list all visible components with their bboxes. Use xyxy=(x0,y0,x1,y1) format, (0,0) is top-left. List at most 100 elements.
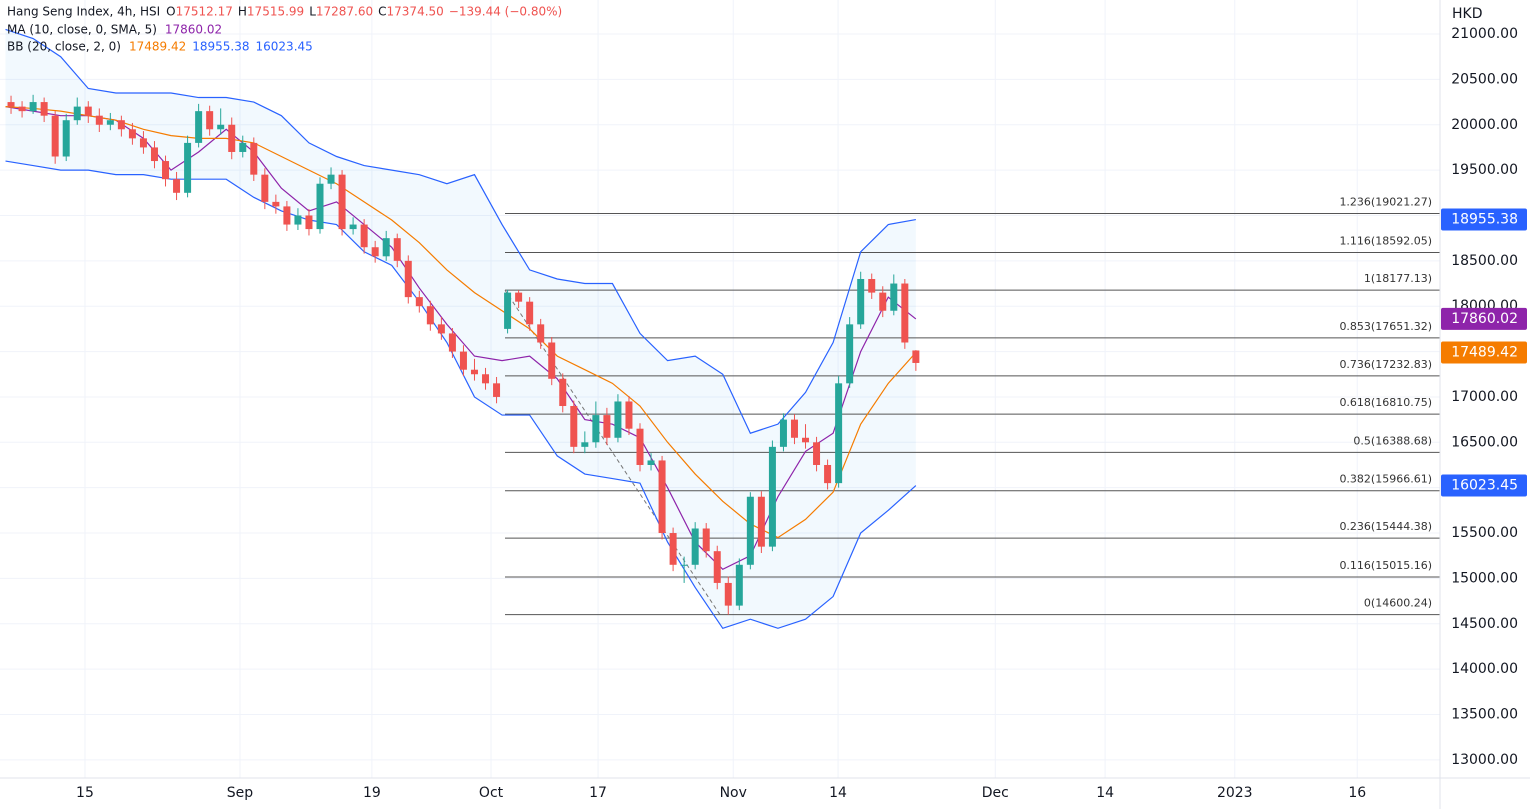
candle-body xyxy=(802,437,810,443)
candle-body xyxy=(62,120,70,157)
legend-text: −139.44 (−0.80%) xyxy=(449,5,562,19)
candle-body xyxy=(415,297,423,307)
x-tick-label: 17 xyxy=(589,785,607,801)
candle-body xyxy=(846,324,854,384)
x-tick-label: Sep xyxy=(227,785,254,801)
legend-text: C xyxy=(378,5,386,19)
candle-body xyxy=(691,528,699,565)
y-tick-label: 20000.00 xyxy=(1451,117,1518,133)
candle-body xyxy=(162,161,170,180)
candle-body xyxy=(879,292,887,311)
legend-text: 18955.38 xyxy=(192,40,249,54)
price-badge xyxy=(1441,208,1527,231)
candle-body xyxy=(261,174,269,202)
candle-body xyxy=(504,292,512,329)
fib-label: 0.736(17232.83) xyxy=(1339,358,1432,371)
candle-body xyxy=(150,147,158,162)
candle-body xyxy=(813,442,821,465)
candle-body xyxy=(713,551,721,583)
candle-body xyxy=(581,442,589,447)
candle-body xyxy=(592,415,600,443)
legend-text: 17489.42 xyxy=(129,40,186,54)
candle-body xyxy=(437,324,445,334)
candle-body xyxy=(305,215,313,230)
candle-body xyxy=(746,496,754,565)
candle-body xyxy=(835,383,843,484)
candle-body xyxy=(526,301,534,325)
candle-body xyxy=(768,446,776,547)
x-tick-label: Oct xyxy=(479,785,504,801)
currency-label: HKD xyxy=(1452,6,1483,22)
price-badge xyxy=(1441,341,1527,364)
fib-label: 0.618(16810.75) xyxy=(1339,396,1432,409)
y-tick-label: 15500.00 xyxy=(1451,525,1518,541)
candle-body xyxy=(680,564,688,566)
candle-body xyxy=(548,342,556,379)
candle-body xyxy=(459,351,467,370)
candle-body xyxy=(790,419,798,438)
indicator-line xyxy=(5,28,916,434)
price-badge xyxy=(1441,474,1527,497)
legend-text: O xyxy=(166,5,175,19)
x-tick-label: 2023 xyxy=(1217,785,1253,801)
candle-body xyxy=(206,111,214,130)
candle-body xyxy=(338,174,346,230)
candle-body xyxy=(316,183,324,230)
candle-body xyxy=(636,428,644,465)
candle-body xyxy=(294,215,302,225)
legend-text: 16023.45 xyxy=(256,40,313,54)
candle-body xyxy=(117,120,125,130)
candle-body xyxy=(702,528,710,552)
y-tick-label: 16500.00 xyxy=(1451,434,1518,450)
candle-body xyxy=(382,238,390,257)
candle-body xyxy=(404,260,412,298)
candle-body xyxy=(493,383,501,397)
candle-body xyxy=(51,115,59,157)
candle-body xyxy=(128,129,136,139)
candle-body xyxy=(239,142,247,152)
candle-body xyxy=(448,333,456,352)
y-tick-label: 14000.00 xyxy=(1451,661,1518,677)
x-tick-label: Dec xyxy=(982,785,1009,801)
fib-label: 0.853(17651.32) xyxy=(1339,320,1432,333)
candle-body xyxy=(724,582,732,606)
legend-text: 17860.02 xyxy=(165,23,222,37)
candle-body xyxy=(371,247,379,257)
y-tick-label: 21000.00 xyxy=(1451,26,1518,42)
candle-body xyxy=(515,292,523,302)
candle-body xyxy=(18,106,26,112)
price-badge-label: 18955.38 xyxy=(1451,212,1518,228)
candle-body xyxy=(482,374,490,384)
y-tick-label: 13500.00 xyxy=(1451,706,1518,722)
candle-body xyxy=(868,278,876,293)
candle-body xyxy=(327,174,335,184)
fib-label: 0.382(15966.61) xyxy=(1339,473,1432,486)
candle-body xyxy=(901,283,909,343)
candle-body xyxy=(570,406,578,447)
candle-body xyxy=(283,206,291,225)
fib-label: 1.116(18592.05) xyxy=(1339,234,1432,247)
candle-body xyxy=(537,324,545,343)
candle-body xyxy=(757,496,765,547)
candle-body xyxy=(73,106,81,121)
candle-body xyxy=(7,102,15,107)
fib-label: 0.5(16388.68) xyxy=(1353,434,1432,447)
price-badge-label: 17860.02 xyxy=(1451,311,1518,327)
candle-body xyxy=(614,401,622,438)
candle-body xyxy=(184,142,192,193)
candle-body xyxy=(470,369,478,375)
candle-body xyxy=(228,124,236,152)
candle-body xyxy=(40,102,48,116)
candle-body xyxy=(658,460,666,534)
candle-body xyxy=(426,306,434,325)
fib-label: 0.236(15444.38) xyxy=(1339,520,1432,533)
legend-text: 17287.60 xyxy=(316,5,373,19)
candle-body xyxy=(779,419,787,447)
x-tick-label: 14 xyxy=(1096,785,1114,801)
candle-body xyxy=(735,564,743,606)
candle-body xyxy=(647,460,655,465)
candle-body xyxy=(669,533,677,565)
candle-body xyxy=(824,464,832,484)
